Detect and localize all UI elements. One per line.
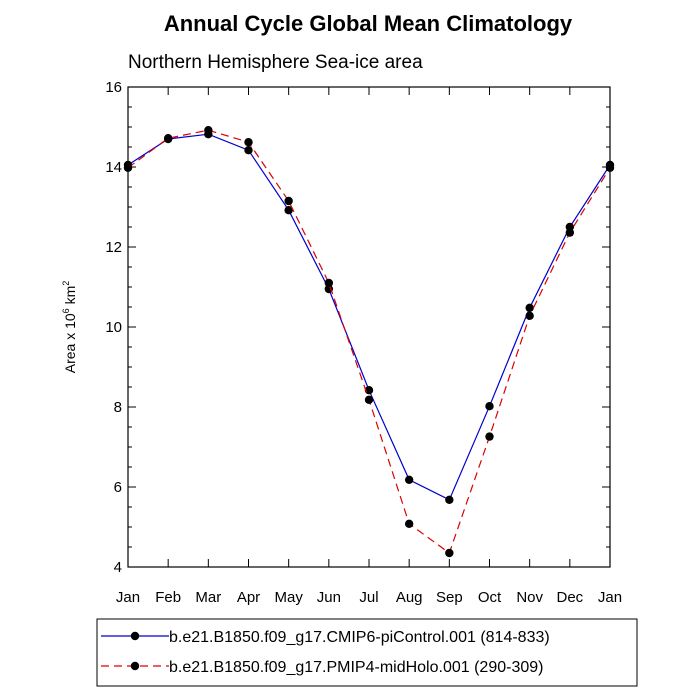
x-tick-label: Feb [155, 589, 181, 606]
y-axis-label-exponent-1: 6 [61, 308, 71, 313]
series-2-point [445, 548, 454, 558]
y-axis-label: Area x 106 km2 [61, 281, 78, 374]
series-2-point [605, 163, 615, 172]
chart-subtitle: Northern Hemisphere Sea-ice area [128, 52, 423, 73]
series-2-point [284, 196, 293, 206]
x-tick-label: May [274, 589, 303, 606]
plot-frame [127, 86, 611, 568]
y-tick-label: 10 [105, 319, 122, 336]
series-line-1 [127, 133, 611, 501]
series-1-point [324, 284, 334, 294]
series-line-2 [127, 129, 611, 554]
x-tick-label: Nov [516, 589, 543, 606]
series-1-point [244, 146, 253, 155]
series-2-point [123, 163, 133, 172]
x-tick-label: Mar [195, 589, 221, 606]
x-tick-label: Sep [436, 589, 463, 606]
series-1-point [525, 303, 534, 312]
legend-marker-2 [130, 661, 140, 671]
y-tick-label: 4 [114, 559, 122, 576]
y-axis-label-unit: km [62, 286, 78, 309]
series-2-point [485, 432, 494, 441]
series-2-point [525, 311, 534, 320]
y-axis-label-exponent-2: 2 [61, 281, 71, 286]
series-1-point [364, 386, 374, 395]
legend-marker-1 [130, 631, 140, 641]
series-1-point [445, 495, 454, 504]
series-2-point [163, 134, 173, 143]
chart-title: Annual Cycle Global Mean Climatology [164, 11, 573, 36]
x-tick-label: Oct [478, 589, 502, 606]
x-tick-label: Aug [396, 589, 423, 606]
x-tick-label: Jul [359, 589, 378, 606]
legend: b.e21.B1850.f09_g17.CMIP6-piControl.001 … [96, 618, 638, 687]
y-axis-label-prefix: Area x 10 [62, 313, 78, 373]
axes: 4 6 8 10 12 14 16 Jan Feb Mar Apr May Jun Jul Aug Sep Oc… [105, 79, 622, 606]
series-2-point [204, 126, 213, 135]
series-2-point [364, 395, 374, 404]
series-2-point [324, 278, 334, 288]
x-tick-label: Apr [237, 589, 260, 606]
x-tick-label: Dec [556, 589, 583, 606]
x-tick-label: Jan [116, 589, 140, 606]
series-layer [123, 126, 615, 558]
series-1-point [485, 402, 494, 411]
series-1-point [404, 475, 414, 484]
series-2-point [404, 519, 414, 528]
x-tick-label: Jun [317, 589, 341, 606]
y-tick-label: 12 [105, 239, 122, 256]
y-tick-label: 8 [114, 399, 122, 416]
series-2-point [565, 228, 575, 237]
legend-label-1: b.e21.B1850.f09_g17.CMIP6-piControl.001 … [169, 629, 550, 646]
series-1-point [284, 206, 293, 215]
y-tick-label: 6 [114, 479, 122, 496]
y-tick-label: 16 [105, 79, 122, 96]
svg-text:Area x 106 km2: Area x 106 km2 [61, 281, 78, 374]
legend-label-2: b.e21.B1850.f09_g17.PMIP4-midHolo.001 (2… [169, 659, 543, 676]
y-tick-label: 14 [105, 159, 122, 176]
x-tick-label: Jan [598, 589, 622, 606]
legend-box [96, 618, 638, 687]
series-2-point [244, 138, 253, 147]
